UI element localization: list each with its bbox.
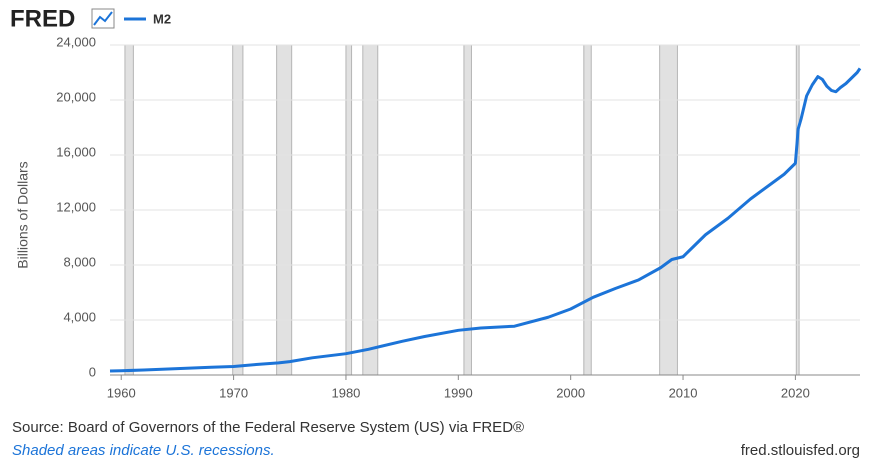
x-tick-label: 2020 (781, 385, 810, 400)
site-link: fred.stlouisfed.org (741, 442, 860, 459)
x-tick-label: 1970 (219, 385, 248, 400)
series-line (109, 67, 862, 373)
x-tick-label: 1960 (107, 385, 136, 400)
y-tick-label: 8,000 (63, 254, 96, 269)
x-tick-label: 1980 (331, 385, 360, 400)
y-tick-label: 0 (89, 364, 96, 379)
y-tick-label: 12,000 (56, 199, 96, 214)
y-tick-label: 16,000 (56, 144, 96, 159)
logo-icon (91, 8, 115, 29)
y-axis-title: Billions of Dollars (15, 161, 31, 268)
y-tick-label: 20,000 (56, 89, 96, 104)
brand-logo: FRED (10, 5, 75, 32)
y-tick-label: 4,000 (63, 309, 96, 324)
legend-label: M2 (153, 11, 171, 26)
x-tick-label: 2000 (556, 385, 585, 400)
x-tick-label: 1990 (444, 385, 473, 400)
y-tick-label: 24,000 (56, 34, 96, 49)
source-note: Source: Board of Governors of the Federa… (12, 419, 524, 436)
recession-note: Shaded areas indicate U.S. recessions. (12, 442, 275, 459)
x-tick-label: 2010 (669, 385, 698, 400)
